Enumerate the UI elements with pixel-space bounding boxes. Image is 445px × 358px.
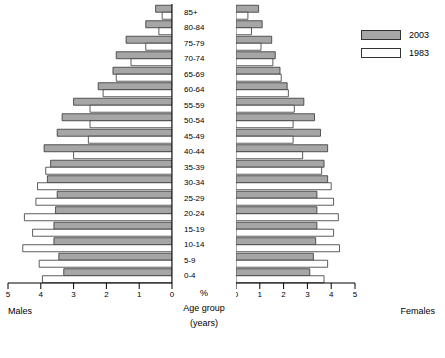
svg-text:45-49: 45-49 xyxy=(184,132,205,141)
svg-text:3: 3 xyxy=(305,290,310,299)
html-text:2003: 2003 xyxy=(409,30,429,40)
html-text:Males: Males xyxy=(8,306,32,316)
svg-text:20-24: 20-24 xyxy=(184,209,205,218)
svg-text:60-64: 60-64 xyxy=(184,85,205,94)
html-text:(years): (years) xyxy=(190,318,218,328)
svg-text:85+: 85+ xyxy=(184,8,198,17)
svg-text:2: 2 xyxy=(281,290,286,299)
svg-text:65-69: 65-69 xyxy=(184,70,205,79)
svg-text:35-39: 35-39 xyxy=(184,163,205,172)
svg-text:80-84: 80-84 xyxy=(184,23,205,32)
html-text:1983: 1983 xyxy=(409,48,429,58)
svg-text:10-14: 10-14 xyxy=(184,240,205,249)
svg-text:50-54: 50-54 xyxy=(184,116,205,125)
svg-text:0: 0 xyxy=(236,290,239,299)
html-text:Females: Females xyxy=(400,306,435,316)
svg-text:3: 3 xyxy=(71,290,76,299)
svg-text:15-19: 15-19 xyxy=(184,225,205,234)
svg-text:30-34: 30-34 xyxy=(184,178,205,187)
svg-text:1: 1 xyxy=(137,290,142,299)
svg-text:5: 5 xyxy=(8,290,11,299)
svg-text:0: 0 xyxy=(170,290,175,299)
svg-text:75-79: 75-79 xyxy=(184,39,205,48)
svg-text:55-59: 55-59 xyxy=(184,101,205,110)
svg-text:0-4: 0-4 xyxy=(184,271,196,280)
svg-text:5: 5 xyxy=(353,290,358,299)
svg-text:5-9: 5-9 xyxy=(184,256,196,265)
svg-text:70-74: 70-74 xyxy=(184,54,205,63)
svg-text:40-44: 40-44 xyxy=(184,147,205,156)
svg-text:4: 4 xyxy=(39,290,44,299)
html-text:Age group: Age group xyxy=(183,303,225,313)
svg-text:25-29: 25-29 xyxy=(184,194,205,203)
svg-text:1: 1 xyxy=(258,290,263,299)
svg-text:2: 2 xyxy=(104,290,109,299)
svg-text:4: 4 xyxy=(329,290,334,299)
